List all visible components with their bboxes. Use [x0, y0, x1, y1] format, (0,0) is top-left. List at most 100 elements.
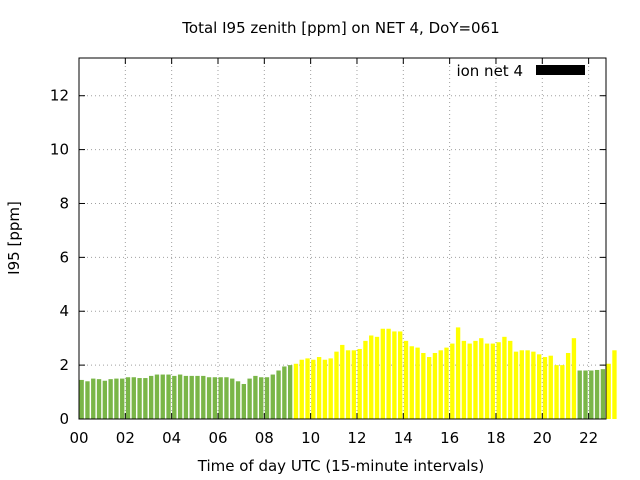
bar — [96, 379, 102, 419]
bar — [328, 358, 333, 419]
x-tick-label: 18 — [486, 429, 505, 447]
bar — [531, 351, 536, 419]
bar — [311, 359, 316, 419]
bar — [461, 340, 467, 419]
bar — [508, 340, 513, 419]
bar — [235, 381, 241, 419]
bar — [600, 369, 606, 419]
bar — [403, 340, 409, 419]
y-tick-label: 6 — [59, 248, 69, 266]
bar — [148, 375, 154, 419]
bar — [519, 350, 524, 419]
x-tick-label: 04 — [162, 429, 181, 447]
bar — [421, 352, 426, 419]
bar — [392, 331, 397, 419]
bar — [166, 374, 171, 419]
bar — [91, 378, 96, 419]
x-tick-label: 14 — [394, 429, 413, 447]
bar — [351, 350, 357, 419]
bar — [224, 377, 229, 419]
bar — [542, 357, 548, 419]
bar — [589, 370, 594, 419]
bar — [276, 370, 281, 419]
bar — [554, 365, 559, 419]
bar — [606, 363, 611, 419]
bars — [79, 327, 617, 419]
bar — [426, 357, 432, 419]
x-tick-label: 16 — [440, 429, 459, 447]
bar — [432, 352, 438, 419]
bar — [374, 336, 380, 419]
bar — [357, 348, 362, 419]
bar — [137, 378, 142, 419]
bar — [565, 352, 571, 419]
chart-title: Total I95 zenith [ppm] on NET 4, DoY=061 — [181, 19, 499, 37]
bar — [369, 335, 374, 419]
bar — [177, 374, 183, 419]
bar — [316, 357, 322, 419]
bar — [259, 377, 264, 419]
bar — [502, 336, 507, 419]
x-tick-label: 22 — [579, 429, 598, 447]
bar — [409, 346, 414, 419]
bar — [484, 343, 490, 419]
y-axis-label: I95 [ppm] — [5, 201, 23, 275]
bar — [548, 355, 553, 419]
plot-frame — [78, 57, 607, 420]
bar — [305, 358, 310, 419]
bar — [212, 377, 218, 419]
bar — [195, 375, 200, 419]
y-tick-label: 2 — [59, 356, 69, 374]
legend: ion net 4 — [456, 62, 585, 80]
bar — [287, 365, 293, 419]
bar — [143, 378, 148, 419]
bar — [594, 369, 600, 419]
y-tick-label: 12 — [50, 87, 69, 105]
x-tick-label: 06 — [208, 429, 227, 447]
bar — [264, 377, 270, 419]
bar — [415, 347, 420, 419]
bar — [154, 374, 160, 419]
bar — [380, 328, 385, 419]
bar — [583, 370, 588, 419]
bar — [398, 331, 403, 419]
x-tick-label: 00 — [69, 429, 88, 447]
bar — [479, 338, 484, 419]
bar — [560, 365, 565, 419]
bar — [108, 379, 113, 419]
x-axis-label: Time of day UTC (15-minute intervals) — [197, 457, 484, 475]
x-tick-label: 10 — [301, 429, 320, 447]
bar — [490, 343, 496, 419]
bar — [230, 378, 235, 419]
y-tick-label: 0 — [59, 410, 69, 428]
x-tick-label: 12 — [347, 429, 366, 447]
bar — [201, 375, 206, 419]
y-tick-label: 10 — [50, 141, 69, 159]
legend-swatch — [536, 65, 585, 75]
bar — [253, 375, 258, 419]
bar — [363, 340, 368, 419]
grid — [79, 58, 606, 419]
bar — [172, 375, 177, 419]
bar — [444, 347, 449, 419]
bar — [612, 350, 617, 419]
x-tick-label: 20 — [533, 429, 552, 447]
bar — [247, 378, 252, 419]
bar — [282, 366, 287, 419]
bar — [496, 342, 501, 419]
bar — [299, 359, 304, 419]
bar — [525, 350, 530, 419]
bar — [241, 383, 246, 419]
bar — [293, 363, 299, 419]
bar — [189, 375, 194, 419]
bar — [577, 370, 582, 419]
x-tick-label: 08 — [255, 429, 274, 447]
bar — [571, 338, 577, 419]
bar — [102, 380, 108, 419]
bar — [79, 379, 84, 419]
bar — [270, 374, 275, 419]
bar — [438, 350, 443, 419]
bar — [183, 375, 189, 419]
